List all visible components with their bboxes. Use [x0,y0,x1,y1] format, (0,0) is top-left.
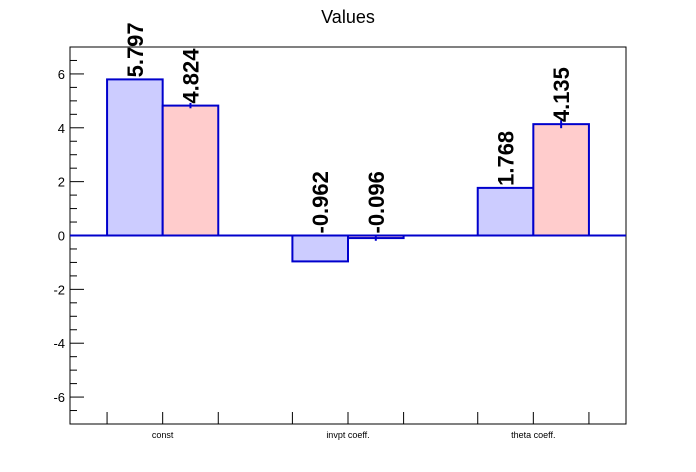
data-label: 4.135 [549,67,574,122]
category-label: theta coeff. [511,430,555,440]
y-tick-label: 4 [58,121,65,136]
bars [106,78,590,263]
data-label: -0.096 [364,171,389,233]
data-label: 5.797 [123,22,148,77]
y-tick-label: -4 [53,336,65,351]
data-labels: 5.797 -0.962 1.768 4.824 -0.096 4.135 [123,22,574,233]
x-axis: const invpt coeff. theta coeff. [106,412,590,440]
y-tick-label: 2 [58,175,65,190]
bar [532,123,590,237]
y-axis: -6 -4 -2 0 2 4 6 [53,46,84,425]
data-label: -0.962 [308,171,333,233]
y-tick-label: 0 [58,229,65,244]
bar [291,234,349,263]
data-label: 4.824 [178,48,203,104]
y-tick-label: -2 [53,282,65,297]
category-label: invpt coeff. [326,430,369,440]
chart-title: Values [321,7,375,27]
data-label: 1.768 [494,131,519,186]
y-tick-label: -6 [53,390,65,405]
bar [161,104,220,237]
y-tick-label: 6 [58,67,65,82]
category-label: const [152,430,174,440]
bar [476,186,535,237]
bar [106,78,164,237]
